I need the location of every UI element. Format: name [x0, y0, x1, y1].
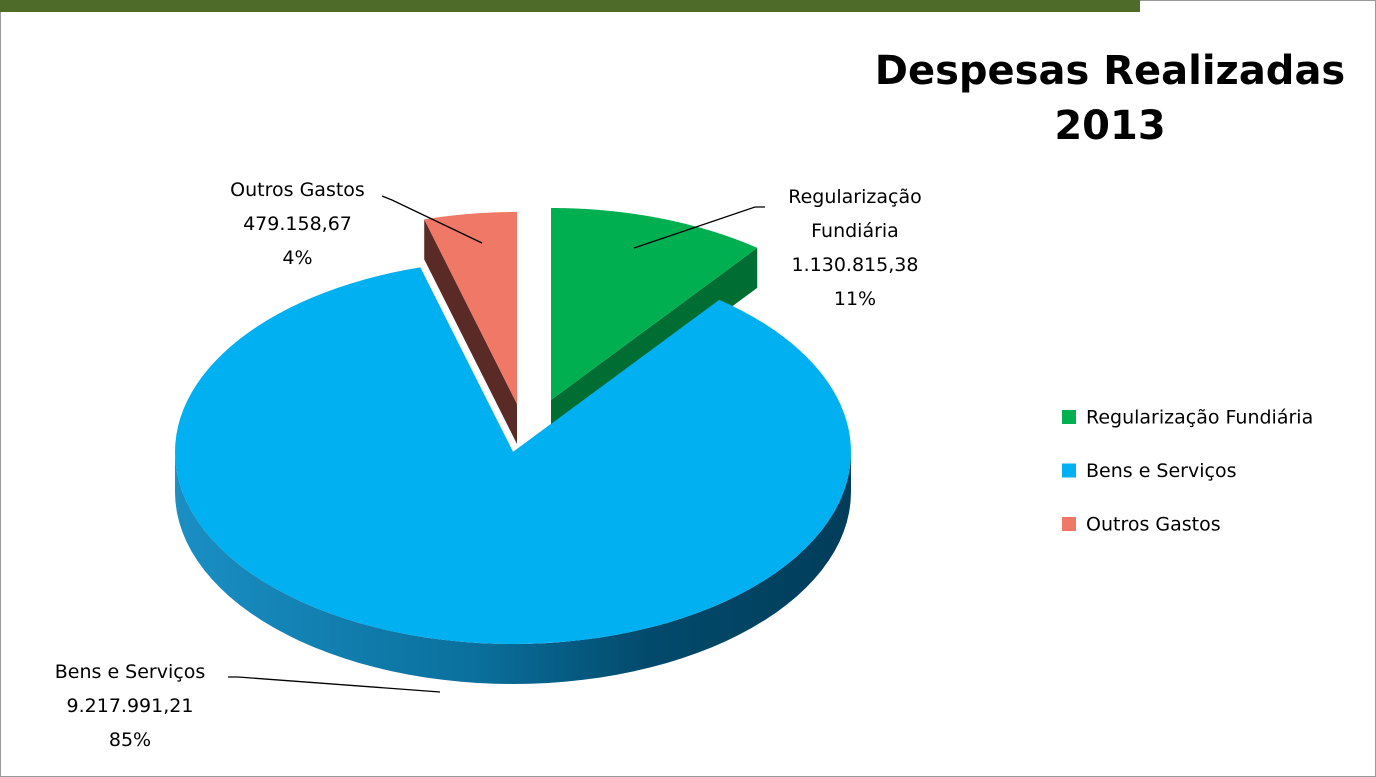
leaders — [228, 195, 765, 693]
legend-swatch — [1062, 463, 1076, 478]
pie — [175, 208, 851, 684]
leader-line — [633, 206, 765, 249]
legend: Regularização Fundiária Bens e Serviços Ou… — [1062, 407, 1313, 536]
legend-swatch — [1062, 517, 1076, 531]
slice-wall — [424, 219, 517, 444]
legend-label: Bens e Serviços — [1086, 460, 1237, 482]
slice — [424, 212, 517, 404]
label-value: 9.217.991,21 — [66, 695, 194, 717]
label-category: Outros Gastos — [230, 179, 365, 201]
slice — [551, 208, 758, 400]
legend-label: Regularização Fundiária — [1086, 407, 1313, 429]
leader-line — [381, 195, 483, 244]
label-value: 1.130.815,38 — [791, 254, 919, 276]
header-strip — [0, 0, 1140, 12]
chart-title: Despesas Realizadas — [875, 48, 1346, 94]
label-category: Regularização Fundiária — [788, 186, 922, 242]
data-label: Regularização Fundiária 1.130.815,38 11% — [765, 180, 945, 316]
legend-label: Outros Gastos — [1086, 514, 1221, 536]
legend-swatch — [1062, 410, 1076, 424]
label-value: 11% — [833, 288, 877, 310]
data-label: Outros Gastos 479.158,67 4% — [190, 173, 405, 275]
label-value: 85% — [108, 729, 152, 751]
leader-line — [228, 676, 441, 693]
label-value: 4% — [282, 247, 313, 269]
data-label: Bens e Serviços 9.217.991,21 85% — [20, 655, 240, 757]
slice — [175, 267, 851, 644]
label-value: 479.158,67 — [243, 213, 352, 235]
chart-subtitle: 2013 — [1054, 103, 1165, 149]
slice-side — [175, 452, 851, 684]
label-category: Bens e Serviços — [54, 661, 206, 683]
